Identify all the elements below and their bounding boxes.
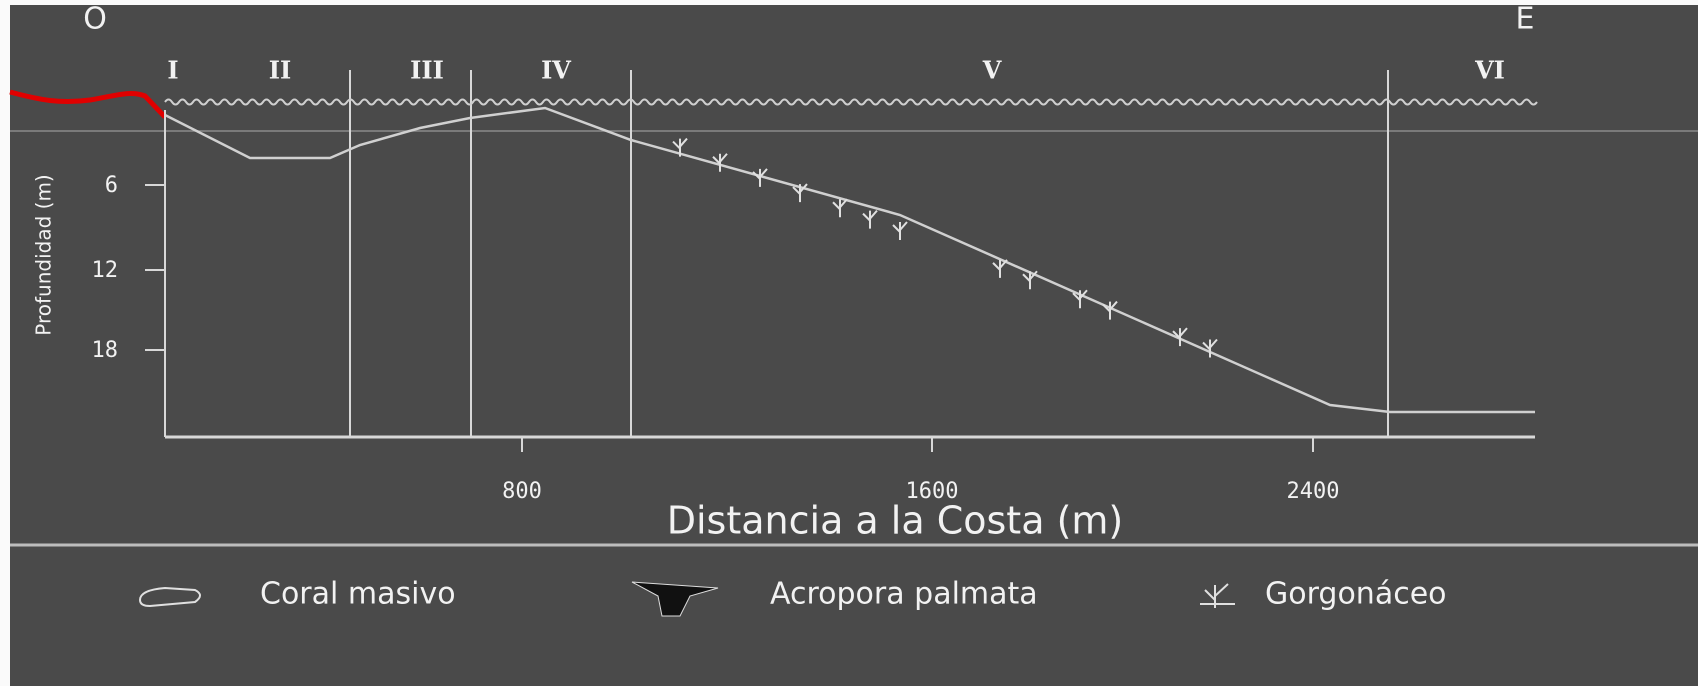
legend-icon: [631, 581, 719, 617]
gorgonian: [832, 198, 848, 218]
y-tick-label: 6: [105, 173, 118, 198]
gorgonian-marks: [672, 137, 1218, 358]
coastline: [9, 89, 167, 119]
zone-label: II: [269, 56, 291, 85]
gorgonian: [712, 153, 728, 172]
gorgonian: [992, 259, 1008, 278]
legend-icon: [138, 586, 201, 608]
gorgonian: [752, 168, 768, 187]
zone-label: IV: [541, 56, 571, 85]
x-tick-label: 1600: [906, 479, 959, 504]
gorgonian: [862, 209, 878, 229]
zone-label: VI: [1474, 56, 1505, 85]
y-axis-title: Profundidad (m): [32, 174, 56, 335]
gorgonian: [1072, 289, 1088, 309]
gorgonian: [792, 183, 808, 203]
zone-dividers: [349, 70, 1389, 437]
east-label: E: [1516, 2, 1535, 37]
gorgonian: [1102, 300, 1118, 320]
zone-label: V: [982, 56, 1002, 85]
panel: [10, 5, 1698, 686]
legend-label: Gorgonáceo: [1265, 577, 1447, 612]
west-label: O: [83, 2, 107, 37]
gorgonian: [672, 137, 688, 157]
gorgonian: [1022, 270, 1038, 290]
seabed-profile: [164, 106, 1535, 414]
x-tick-label: 800: [502, 479, 542, 504]
y-tick-label: 12: [92, 258, 119, 283]
gorgonian: [892, 221, 908, 240]
x-axis-title: Distancia a la Costa (m): [667, 499, 1124, 543]
water-surface: [164, 98, 1538, 106]
legend-label: Coral masivo: [260, 577, 456, 612]
gorgonian: [1172, 327, 1188, 347]
legend-icon: [1200, 583, 1235, 608]
y-tick-label: 18: [92, 338, 119, 363]
legend-label: Acropora palmata: [770, 577, 1038, 612]
zone-label: III: [410, 56, 444, 85]
zone-label: I: [167, 56, 178, 85]
x-tick-label: 2400: [1287, 479, 1340, 504]
gorgonian: [1202, 338, 1218, 358]
